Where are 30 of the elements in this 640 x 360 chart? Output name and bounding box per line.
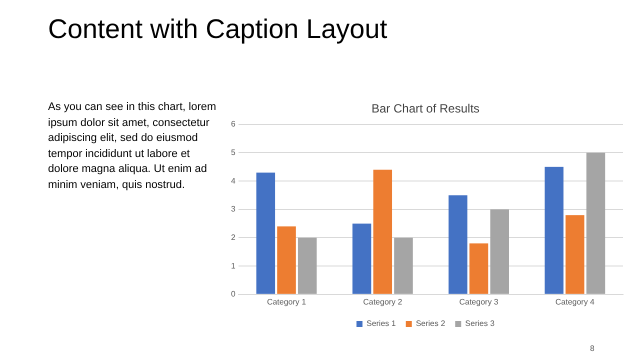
bar bbox=[544, 166, 564, 294]
bar bbox=[352, 224, 372, 294]
bar bbox=[586, 152, 606, 294]
text: As you can see in this chart, lorem ipsum dolor sit amet, consectetur adipiscing elit, sed do eiusmod tempor incididunt ut labore et dolore magna aliqua. Ut enim ad minim veniam, quis nostrud. bbox=[48, 100, 218, 192]
bar bbox=[256, 172, 276, 294]
y-tick-label: 6 bbox=[230, 120, 236, 129]
bar bbox=[469, 243, 488, 294]
bar bbox=[298, 238, 317, 294]
bar bbox=[394, 238, 413, 294]
x-tick-label: Category 4 bbox=[555, 297, 596, 306]
y-tick-label: 1 bbox=[230, 261, 236, 270]
chart-title: Bar Chart of Results bbox=[371, 102, 480, 116]
y-tick-label: 3 bbox=[230, 204, 236, 214]
y-tick-label: 0 bbox=[230, 290, 236, 299]
bar bbox=[373, 170, 392, 294]
legend-label: Series 3 bbox=[465, 319, 496, 328]
x-tick-label: Category 3 bbox=[459, 297, 499, 306]
y-tick-label: 4 bbox=[230, 176, 236, 186]
legend-label: Series 2 bbox=[416, 319, 446, 328]
y-tick-label: 2 bbox=[230, 232, 236, 242]
legend-label: Series 1 bbox=[366, 319, 396, 328]
text: 8 bbox=[590, 344, 594, 353]
x-tick-label: Category 1 bbox=[266, 297, 307, 306]
bar bbox=[448, 195, 468, 294]
bar bbox=[566, 215, 584, 294]
y-tick-label: 5 bbox=[230, 148, 236, 157]
x-tick-label: Category 2 bbox=[363, 297, 403, 306]
text: Content with Caption Layout bbox=[48, 14, 388, 45]
bar bbox=[490, 209, 509, 294]
bar bbox=[277, 226, 296, 294]
